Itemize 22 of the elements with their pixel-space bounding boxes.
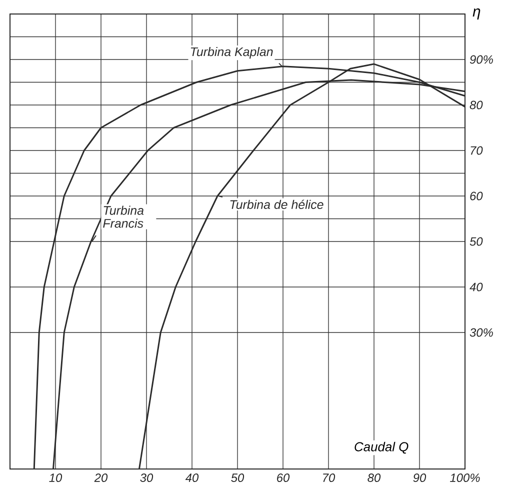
y-tick-label: 80 bbox=[470, 100, 483, 110]
x-tick-label: 20 bbox=[94, 474, 108, 482]
x-tick-label: 50 bbox=[231, 474, 244, 482]
x-axis-title: Caudal Q bbox=[354, 442, 408, 454]
y-tick-label: 70 bbox=[470, 146, 483, 155]
x-tick-label: 40 bbox=[185, 474, 199, 482]
series-label: Turbina Kaplan bbox=[190, 47, 273, 59]
series-label: Turbina Francis bbox=[103, 206, 144, 228]
x-tick-label: 30 bbox=[140, 474, 154, 482]
y-tick-label: 90% bbox=[470, 55, 493, 64]
y-axis-title: η bbox=[472, 8, 480, 20]
y-tick-label: 40 bbox=[470, 282, 483, 292]
legend-label: Turbina de hélice bbox=[230, 200, 324, 209]
y-tick-label: 50 bbox=[470, 237, 483, 246]
x-tick-label: 70 bbox=[323, 474, 336, 482]
y-tick-label: 60 bbox=[470, 192, 483, 200]
x-tick-label: 90 bbox=[413, 474, 426, 482]
x-tick-label: 60 bbox=[277, 474, 290, 482]
x-tick-label: 10 bbox=[49, 474, 62, 482]
x-tick-label: 100% bbox=[450, 474, 480, 482]
y-tick-label: 30% bbox=[470, 328, 493, 337]
x-tick-label: 80 bbox=[368, 474, 381, 482]
